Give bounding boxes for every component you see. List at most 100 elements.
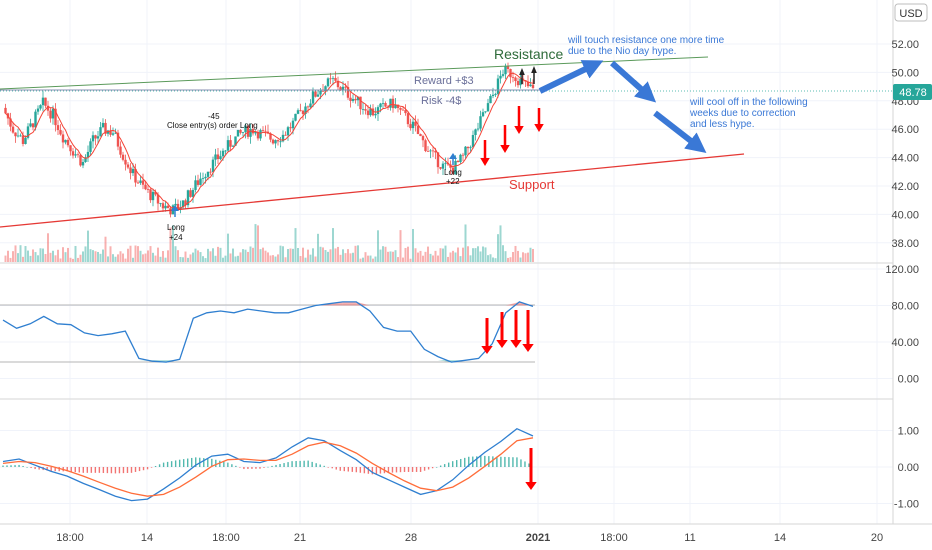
volume-bar (214, 255, 217, 262)
long1-amount: +24 (169, 233, 183, 242)
volume-bar (269, 255, 272, 262)
macd-histogram-bar (138, 467, 141, 472)
candle-body (26, 126, 30, 138)
volume-bar (27, 250, 29, 262)
candle-body (316, 94, 320, 97)
candle-body (321, 90, 325, 92)
macd-histogram-bar (263, 467, 265, 468)
volume-bar (79, 254, 82, 262)
volume-bar (114, 256, 117, 262)
candle-body (99, 127, 102, 137)
axis-tick-label: 52.00 (891, 39, 919, 51)
time-tick-label: 18:00 (212, 532, 240, 544)
volume-bar (254, 224, 257, 262)
volume-bar (172, 225, 174, 262)
candle-body (459, 154, 462, 163)
volume-bar (129, 245, 132, 262)
volume-bar (104, 236, 107, 262)
candle-body (164, 205, 167, 209)
macd-histogram-bar (247, 467, 249, 469)
macd-histogram-bar (50, 467, 52, 472)
candle-body (156, 194, 160, 204)
volume-bar (309, 254, 312, 262)
macd-histogram-bar (311, 461, 313, 467)
macd-histogram-bar (231, 464, 233, 467)
macd-histogram-bar (504, 456, 506, 467)
macd-histogram-bar (367, 467, 370, 474)
candle-body (309, 103, 312, 108)
macd-histogram-bar (158, 464, 161, 467)
volume-bar (177, 250, 179, 262)
macd-histogram-bar (134, 467, 137, 472)
candle-body (296, 110, 300, 114)
candle-body (104, 122, 107, 134)
macd-histogram-bar (130, 467, 133, 473)
candle-body (229, 140, 232, 147)
candle-body (426, 151, 430, 152)
candle-body (356, 96, 360, 101)
macd-histogram-bar (207, 458, 209, 467)
volume-bar (372, 258, 374, 262)
sell-arrow (522, 310, 534, 352)
candle-body (311, 91, 315, 104)
candle-body (334, 77, 337, 81)
candle-body (496, 78, 500, 94)
candle-body (461, 154, 465, 156)
volume-bar (144, 253, 147, 262)
candle-body (231, 145, 235, 147)
candle-body (246, 125, 250, 137)
volume-bar (402, 257, 404, 262)
macd-histogram-bar (299, 460, 301, 467)
sell-arrow (500, 125, 510, 153)
volume-bar (474, 248, 477, 262)
candle-body (341, 86, 345, 90)
candle-body (416, 125, 420, 135)
macd-line (2, 427, 534, 502)
candle-body (31, 123, 35, 128)
macd-histogram-bar (255, 467, 257, 469)
volume-bar (432, 255, 434, 262)
time-tick-label: 20 (871, 532, 883, 544)
axis-tick-label: 44.00 (891, 153, 919, 165)
support-line[interactable] (0, 153, 745, 228)
candle-body (16, 135, 20, 137)
currency-selector[interactable]: USD (894, 3, 928, 22)
macd-histogram-bar (14, 465, 16, 467)
oscillator-signal-arrows (481, 310, 534, 354)
candle-body (479, 116, 482, 129)
volume-bar (472, 248, 474, 262)
volume-bar (267, 252, 269, 262)
time-tick-label: 18:00 (56, 532, 84, 544)
macd-histogram-bar (178, 459, 181, 467)
macd-histogram-bar (243, 467, 245, 470)
candle-body (274, 140, 277, 144)
candle-body (389, 98, 392, 108)
candle-body (419, 134, 422, 137)
macd-histogram-bar (211, 458, 213, 467)
macd-histogram-bar (46, 467, 48, 471)
macd-histogram-bar (431, 467, 434, 469)
volume-bar (147, 250, 149, 262)
macd-histogram-bar (435, 467, 438, 468)
volume-bar (409, 258, 412, 262)
candle-body (206, 171, 210, 177)
volume-bar (302, 247, 304, 262)
volume-bar (239, 252, 242, 262)
candle-body (56, 125, 60, 131)
candle-body (44, 97, 47, 106)
candle-body (209, 171, 212, 173)
macd-histogram-bar (451, 461, 454, 467)
volume-bar (277, 254, 279, 262)
candle-body (74, 154, 77, 156)
resistance-line[interactable] (0, 56, 709, 90)
candle-body (384, 102, 387, 107)
volume-bar (152, 252, 154, 262)
volume-bar (532, 248, 534, 262)
volume-bar (324, 250, 327, 262)
volume-bar (227, 233, 229, 262)
sell-arrow (481, 318, 493, 354)
macd-histogram-bar (415, 467, 418, 472)
volume-bar (42, 248, 44, 262)
